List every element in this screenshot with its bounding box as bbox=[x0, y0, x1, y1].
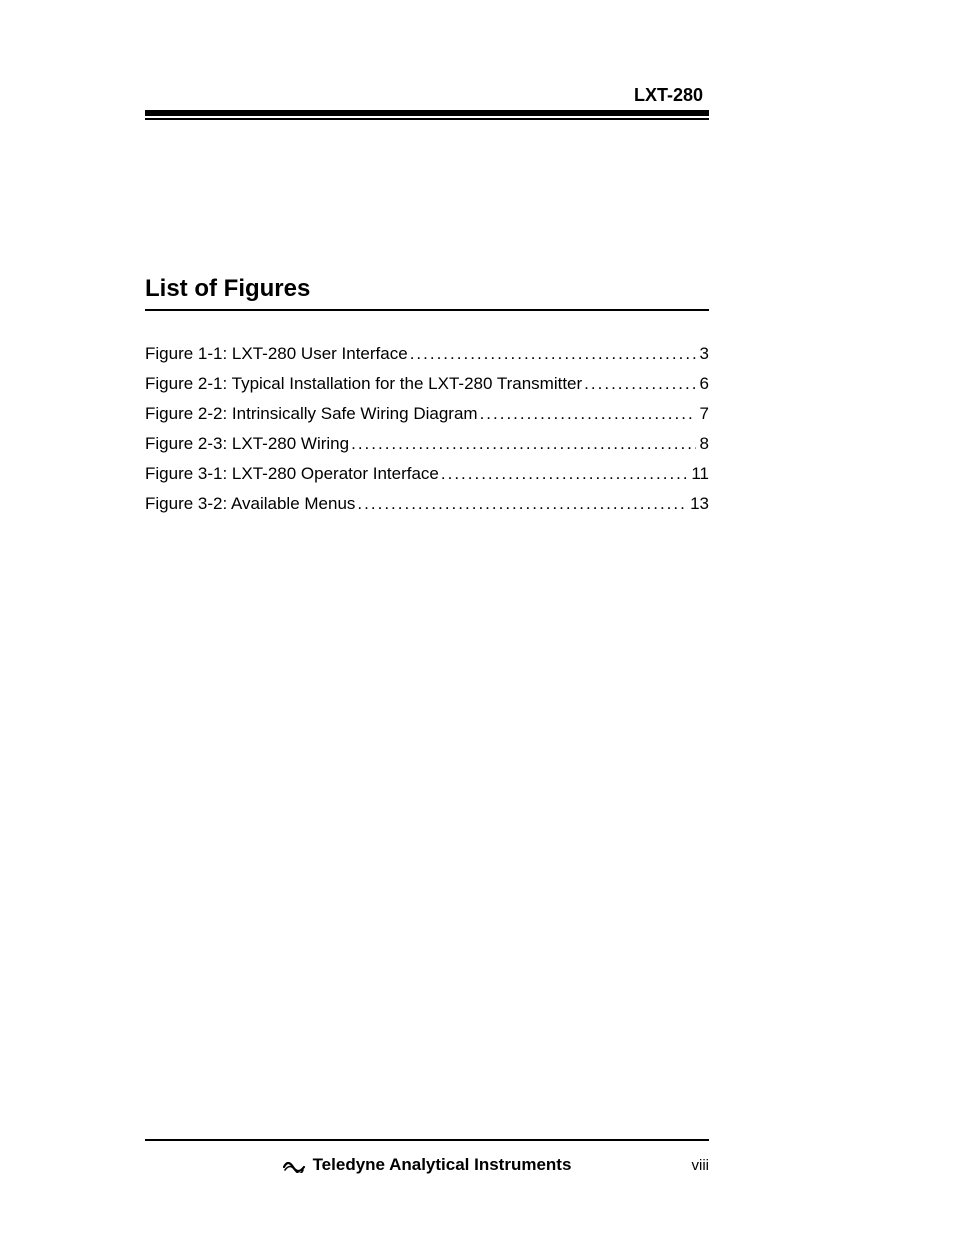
section-title: List of Figures bbox=[145, 275, 709, 311]
leader-dots bbox=[584, 375, 695, 392]
header-model-label: LXT-280 bbox=[145, 85, 709, 106]
figure-label: Figure 1-1: LXT-280 User Interface bbox=[145, 345, 410, 362]
figure-label: Figure 2-1: Typical Installation for the… bbox=[145, 375, 584, 392]
figure-entry: Figure 3-2: Available Menus 13 bbox=[145, 495, 709, 512]
leader-dots bbox=[441, 465, 687, 482]
page-footer: Teledyne Analytical Instruments viii bbox=[145, 1139, 709, 1175]
figure-page: 3 bbox=[696, 345, 709, 362]
figure-page: 6 bbox=[696, 375, 709, 392]
figure-entry: Figure 2-2: Intrinsically Safe Wiring Di… bbox=[145, 405, 709, 422]
footer-line: Teledyne Analytical Instruments viii bbox=[145, 1155, 709, 1175]
footer-page-number: viii bbox=[692, 1157, 710, 1174]
figure-label: Figure 3-2: Available Menus bbox=[145, 495, 357, 512]
figure-page: 8 bbox=[696, 435, 709, 452]
figure-entry: Figure 3-1: LXT-280 Operator Interface 1… bbox=[145, 465, 709, 482]
footer-company-name: Teledyne Analytical Instruments bbox=[313, 1155, 572, 1175]
figure-page: 13 bbox=[686, 495, 709, 512]
figure-entry: Figure 2-3: LXT-280 Wiring 8 bbox=[145, 435, 709, 452]
teledyne-logo-icon bbox=[283, 1157, 305, 1173]
leader-dots bbox=[410, 345, 696, 362]
figures-list: Figure 1-1: LXT-280 User Interface 3 Fig… bbox=[145, 345, 709, 512]
leader-dots bbox=[351, 435, 695, 452]
figure-page: 7 bbox=[696, 405, 709, 422]
document-page: LXT-280 List of Figures Figure 1-1: LXT-… bbox=[0, 0, 954, 1235]
figure-entry: Figure 1-1: LXT-280 User Interface 3 bbox=[145, 345, 709, 362]
figure-label: Figure 2-3: LXT-280 Wiring bbox=[145, 435, 351, 452]
leader-dots bbox=[480, 405, 696, 422]
figure-entry: Figure 2-1: Typical Installation for the… bbox=[145, 375, 709, 392]
figure-label: Figure 3-1: LXT-280 Operator Interface bbox=[145, 465, 441, 482]
leader-dots bbox=[357, 495, 686, 512]
header-rule-thin bbox=[145, 118, 709, 120]
header-rule-thick bbox=[145, 110, 709, 116]
figure-page: 11 bbox=[687, 465, 709, 482]
footer-rule bbox=[145, 1139, 709, 1141]
figure-label: Figure 2-2: Intrinsically Safe Wiring Di… bbox=[145, 405, 480, 422]
